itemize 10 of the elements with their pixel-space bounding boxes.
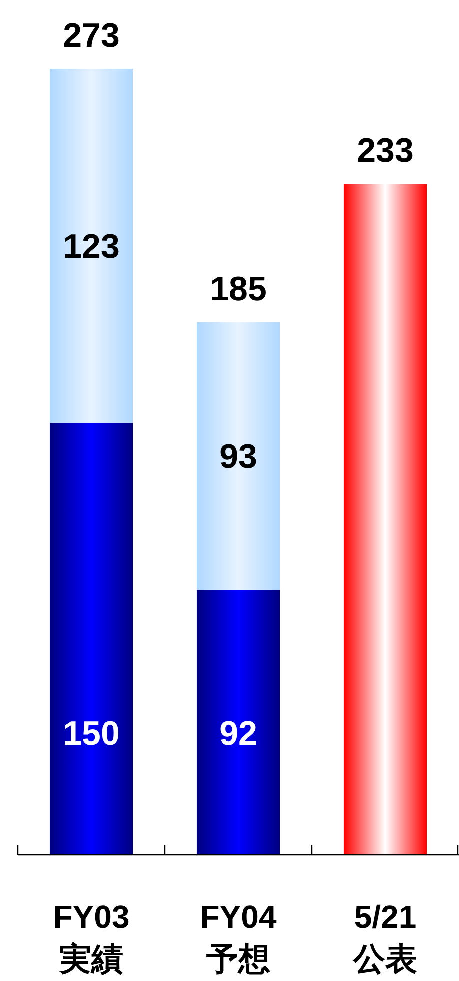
x-tick-label: 5/21 公表 [352,899,418,977]
data-label: 93 [220,438,258,476]
data-label: 123 [63,228,120,266]
total-label: 233 [357,132,414,170]
data-label: 150 [63,715,120,753]
x-tick-label: FY04 予想 [200,899,277,977]
data-label: 92 [220,715,258,753]
total-label: 273 [63,17,120,55]
x-tick-label: FY03 実績 [53,899,130,977]
total-label: 185 [210,270,267,308]
